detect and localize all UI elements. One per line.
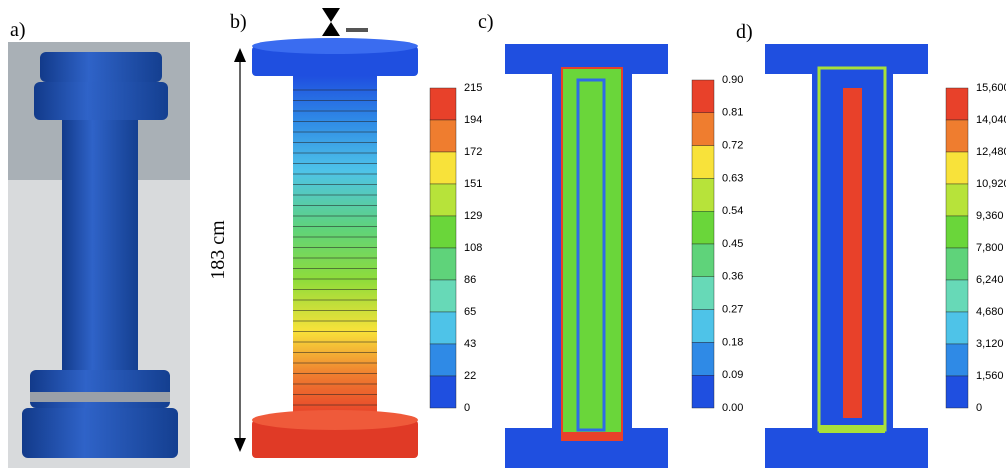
legend-label: 3,120 [976, 338, 1004, 350]
legend-swatch [430, 376, 456, 408]
model-d [765, 44, 928, 468]
legend-swatch [946, 312, 968, 344]
legend-swatch [430, 248, 456, 280]
legend-swatch [946, 88, 968, 120]
panel-label: b) [230, 11, 247, 33]
figure: a) b) 183 cm c) d) 215 194 172 151 129 108 86 6… [0, 0, 1006, 468]
legend-swatch [946, 280, 968, 312]
legend-swatch [946, 120, 968, 152]
legend-label: 0.36 [722, 271, 743, 283]
legend-label: 65 [464, 306, 476, 318]
legend-label: 0.09 [722, 369, 743, 381]
legend-label: 0.54 [722, 205, 743, 217]
legend-label: 129 [464, 210, 482, 222]
legend-swatch [946, 216, 968, 248]
legend-label: 6,240 [976, 274, 1004, 286]
legend-swatch [692, 342, 714, 375]
legend-swatch [692, 375, 714, 408]
legend-swatch [430, 120, 456, 152]
legend-label: 0 [464, 402, 470, 414]
legend-swatch [430, 88, 456, 120]
legend-label: 0.81 [722, 107, 743, 119]
legend-label: 194 [464, 114, 482, 126]
legend-label: 0.45 [722, 238, 743, 250]
legend-swatch [430, 312, 456, 344]
legend-label: 172 [464, 146, 482, 158]
legend-swatch [692, 277, 714, 310]
panel-label: d) [736, 21, 753, 43]
legend-swatch [692, 178, 714, 211]
legend-swatch [946, 184, 968, 216]
legend-label: 215 [464, 82, 482, 94]
legend-swatch [946, 344, 968, 376]
legend-swatch [692, 80, 714, 113]
legend-swatch [692, 146, 714, 179]
legend-swatch [946, 152, 968, 184]
model-b [234, 8, 418, 458]
legend-label: 0.72 [722, 140, 743, 152]
legend-label: 0.00 [722, 402, 743, 414]
legend-swatch [692, 211, 714, 244]
legend-swatch [430, 216, 456, 248]
legend-swatch [692, 310, 714, 343]
legend-label: 0.27 [722, 304, 743, 316]
legend-swatch [430, 280, 456, 312]
panel-label: a) [10, 19, 26, 41]
legend-label: 9,360 [976, 210, 1004, 222]
legend-label: 4,680 [976, 306, 1004, 318]
legend-swatch [430, 152, 456, 184]
legend-label: 12,480 [976, 146, 1006, 158]
legend-swatch [692, 113, 714, 146]
model-c [505, 44, 668, 468]
legend-label: 10,920 [976, 178, 1006, 190]
legend-swatch [692, 244, 714, 277]
dimension-label: 183 cm [207, 220, 229, 280]
legend-swatch [430, 344, 456, 376]
legend-label: 43 [464, 338, 476, 350]
photo [8, 42, 190, 468]
legend-label: 0 [976, 402, 982, 414]
panel-label: c) [478, 11, 494, 33]
legend-label: 0.90 [722, 74, 743, 86]
legend-swatch [430, 184, 456, 216]
legend-label: 22 [464, 370, 476, 382]
legend-label: 1,560 [976, 370, 1004, 382]
legend-label: 0.18 [722, 336, 743, 348]
legend-swatch [946, 248, 968, 280]
legend-label: 7,800 [976, 242, 1004, 254]
legend-label: 86 [464, 274, 476, 286]
legend-label: 0.63 [722, 172, 743, 184]
legend-label: 14,040 [976, 114, 1006, 126]
legend-swatch [946, 376, 968, 408]
legend-label: 108 [464, 242, 482, 254]
legend-label: 151 [464, 178, 482, 190]
legend-label: 15,600 [976, 82, 1006, 94]
